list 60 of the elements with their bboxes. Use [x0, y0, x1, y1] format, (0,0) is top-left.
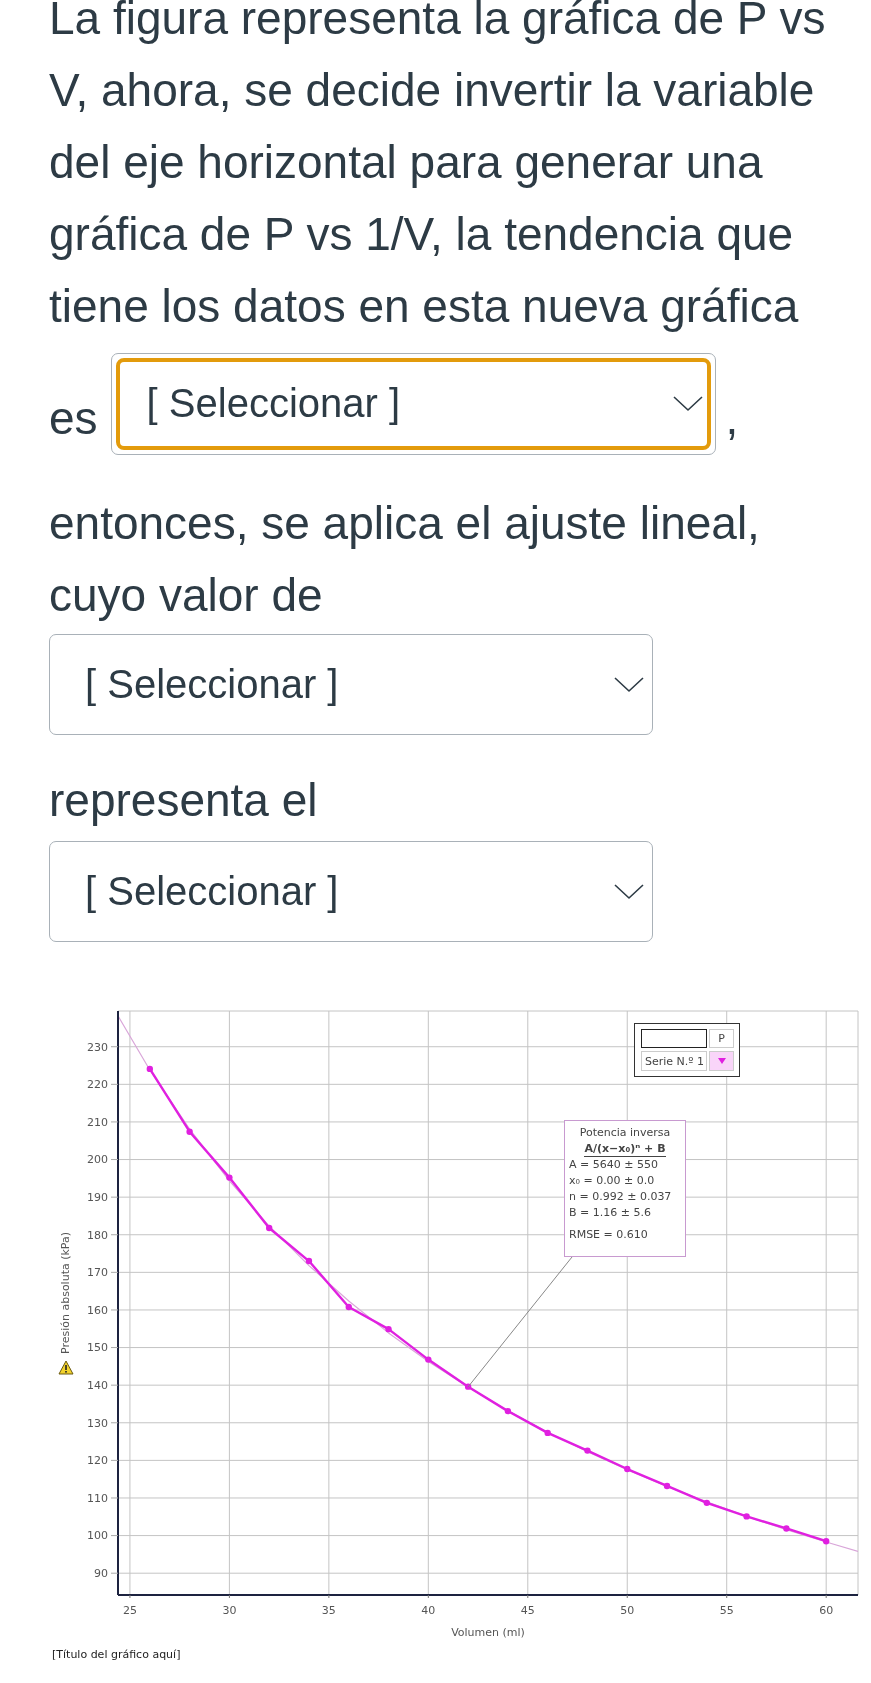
point — [385, 1325, 392, 1333]
annotation: RMSE = 0.610 — [569, 1227, 649, 1243]
text: La figura representa la gráfica de P vs V, ahora, se decide invertir la variable del eje horizontal para generar una gráfica de P vs 1/V, la tendencia que tiene los datos en esta nueva gráfica — [49, 0, 826, 332]
x-tick-label: 45 — [520, 1603, 535, 1617]
point — [783, 1525, 790, 1532]
x-tick-label: 60 — [819, 1603, 834, 1617]
point — [703, 1499, 711, 1507]
y-tick-label: 160 — [87, 1303, 108, 1317]
point — [504, 1407, 512, 1415]
point — [305, 1257, 313, 1265]
y-tick-label: 210 — [87, 1115, 108, 1129]
x-tick-label: 25 — [122, 1603, 137, 1617]
annotation: B = 1.16 ± 5.6 — [569, 1205, 652, 1221]
dropdown: [ Seleccionar ] — [49, 634, 653, 735]
point — [743, 1513, 750, 1520]
point — [345, 1303, 352, 1311]
y-tick-label: 180 — [87, 1228, 108, 1242]
text: , — [725, 390, 739, 444]
y-tick-label: 90 — [94, 1567, 108, 1581]
y-axis-title: Presión absoluta (kPa) — [58, 1231, 72, 1355]
x-tick-label: 30 — [222, 1603, 237, 1617]
y-tick-label: 130 — [87, 1416, 108, 1430]
y-tick-label: 200 — [87, 1153, 108, 1167]
x-axis-title: Volumen (ml) — [451, 1626, 525, 1639]
y-tick-label: 110 — [87, 1491, 108, 1505]
point — [822, 1538, 830, 1545]
text: [Título del gráfico aquí] — [52, 1648, 181, 1661]
text: es — [49, 390, 98, 444]
annotation: x₀ = 0.00 ± 0.0 — [569, 1173, 656, 1189]
y-tick-label: 190 — [87, 1191, 108, 1205]
y-tick-label: 120 — [87, 1454, 108, 1468]
point — [624, 1465, 631, 1473]
dropdown: [ Seleccionar ] — [110, 352, 716, 455]
y-tick-label: 140 — [87, 1379, 108, 1393]
legend-label: Serie N.º 1 — [641, 1051, 707, 1071]
y-tick-label: 100 — [87, 1529, 108, 1543]
point — [186, 1128, 193, 1135]
annotation: A = 5640 ± 550 — [569, 1157, 659, 1173]
point — [544, 1429, 551, 1437]
legend-title: P — [709, 1029, 734, 1048]
x-tick-label: 40 — [421, 1603, 436, 1617]
y-tick-label: 220 — [87, 1078, 108, 1092]
point — [425, 1356, 432, 1363]
point — [584, 1447, 591, 1454]
annotation: Potencia inversa — [578, 1125, 672, 1141]
point — [663, 1482, 671, 1490]
point — [226, 1174, 233, 1181]
x-tick-label: 50 — [620, 1603, 635, 1617]
y-tick-label: 150 — [87, 1341, 108, 1355]
y-tick-label: 230 — [87, 1040, 108, 1054]
text: entonces, se aplica el ajuste lineal, cuyo valor de — [49, 497, 760, 621]
x-tick-label: 55 — [719, 1603, 734, 1617]
y-tick-label: 170 — [87, 1266, 108, 1280]
text: representa el — [49, 774, 318, 826]
point — [265, 1224, 273, 1232]
dropdown: [ Seleccionar ] — [49, 841, 653, 942]
annotation: n = 0.992 ± 0.037 — [569, 1189, 673, 1205]
point — [146, 1065, 154, 1073]
x-tick-label: 35 — [321, 1603, 336, 1617]
annotation: A/(x−x₀)ⁿ + B — [584, 1141, 666, 1157]
